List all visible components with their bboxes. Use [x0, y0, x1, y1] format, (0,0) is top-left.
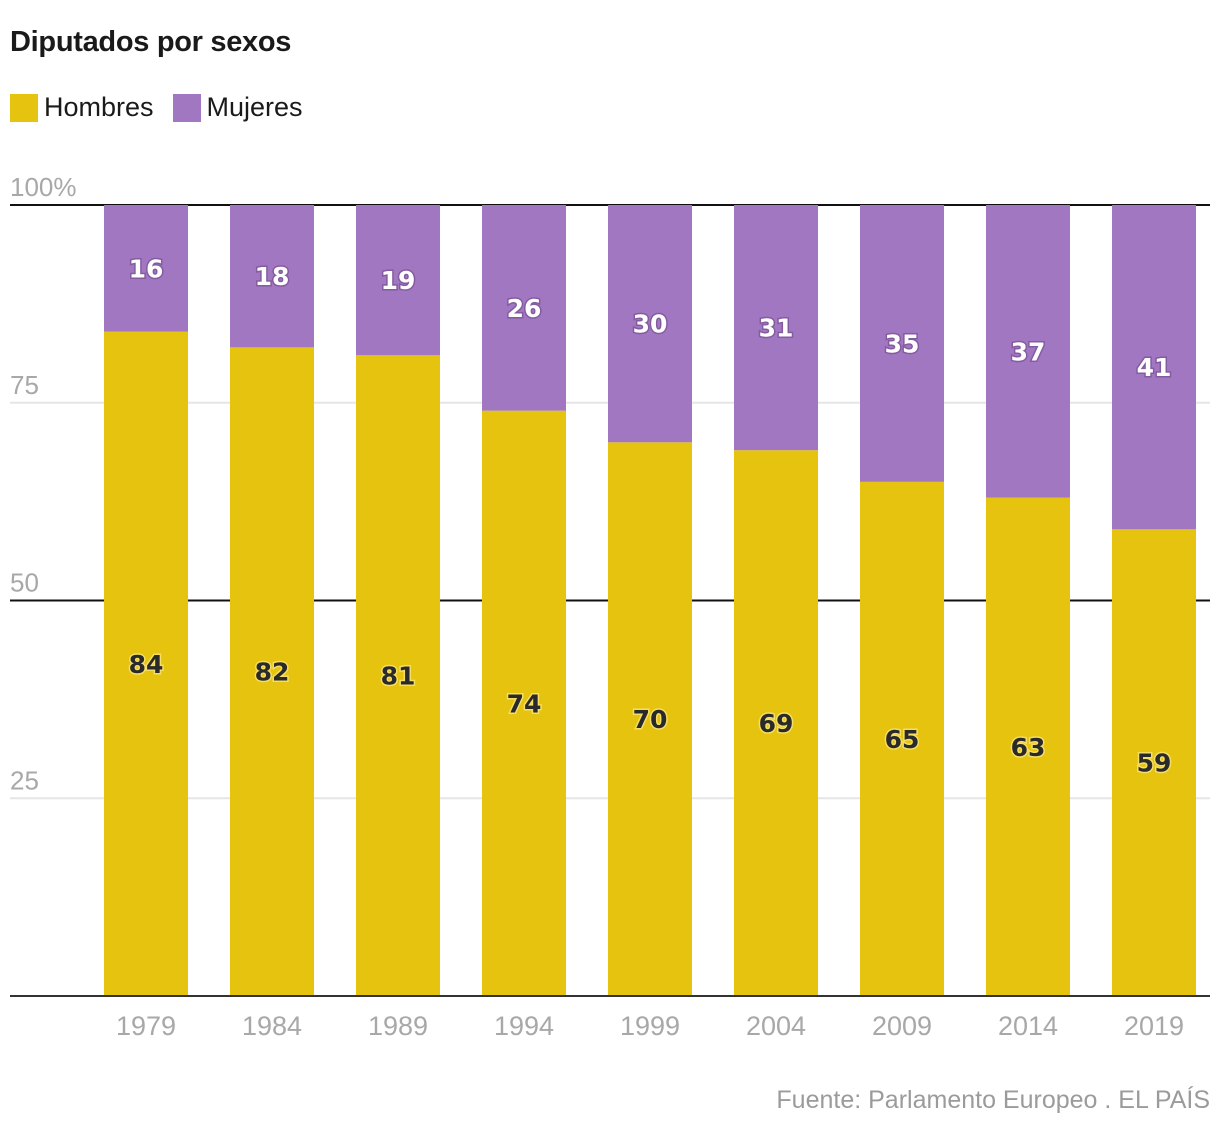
legend-item-mujeres: Mujeres: [172, 92, 303, 123]
data-label-hombres-2009: 65: [885, 725, 920, 754]
bar-hombres-2004: [734, 450, 818, 997]
legend-swatch-hombres: [10, 93, 38, 122]
y-tick-label: 75: [10, 370, 39, 400]
legend-label-hombres: Hombres: [44, 92, 154, 122]
bar-hombres-2014: [986, 497, 1070, 996]
bar-mujeres-2019: [1112, 205, 1196, 530]
x-tick-label: 2014: [998, 1011, 1058, 1041]
data-label-hombres-1989: 81: [381, 662, 416, 691]
data-label-mujeres-1999: 30: [633, 310, 668, 339]
bar-hombres-1994: [482, 410, 566, 996]
data-label-mujeres-1994: 26: [507, 294, 542, 323]
x-tick-label: 2009: [872, 1011, 932, 1041]
data-label-mujeres-1984: 18: [255, 262, 290, 291]
bar-hombres-1979: [104, 331, 188, 996]
data-label-hombres-2004: 69: [759, 709, 794, 738]
bar-hombres-1989: [356, 355, 440, 996]
bar-mujeres-1979: [104, 205, 188, 332]
legend-item-hombres: Hombres: [10, 92, 154, 123]
bar-mujeres-1994: [482, 205, 566, 411]
chart-title: Diputados por sexos: [10, 26, 292, 58]
bar-mujeres-1984: [230, 205, 314, 348]
legend: Hombres Mujeres: [10, 92, 322, 123]
data-label-hombres-2014: 63: [1011, 733, 1046, 762]
legend-label-mujeres: Mujeres: [206, 92, 303, 122]
y-tick-label: 50: [10, 568, 39, 598]
x-tick-label: 1984: [242, 1011, 302, 1041]
legend-swatch-mujeres: [172, 93, 201, 122]
bar-hombres-1984: [230, 347, 314, 996]
data-label-mujeres-2014: 37: [1011, 337, 1046, 366]
data-label-hombres-1999: 70: [633, 705, 668, 734]
x-tick-label: 1979: [116, 1011, 176, 1041]
data-label-hombres-1979: 84: [129, 650, 164, 679]
source-note: Fuente: Parlamento Europeo . EL PAÍS: [776, 1086, 1210, 1114]
data-label-mujeres-1979: 16: [129, 254, 164, 283]
data-label-mujeres-2009: 35: [885, 329, 920, 358]
y-tick-label: 25: [10, 765, 39, 795]
bar-mujeres-1989: [356, 205, 440, 356]
x-tick-label: 2004: [746, 1011, 806, 1041]
data-label-hombres-1994: 74: [507, 689, 542, 718]
bar-mujeres-2014: [986, 205, 1070, 498]
x-tick-label: 2019: [1124, 1011, 1184, 1041]
bar-hombres-2019: [1112, 529, 1196, 996]
data-label-mujeres-2019: 41: [1137, 353, 1172, 382]
y-tick-label: 100%: [10, 172, 77, 202]
x-tick-label: 1994: [494, 1011, 554, 1041]
data-label-hombres-1984: 82: [255, 658, 290, 687]
bar-mujeres-2009: [860, 205, 944, 482]
x-tick-label: 1989: [368, 1011, 428, 1041]
data-label-hombres-2019: 59: [1137, 749, 1172, 778]
data-label-mujeres-2004: 31: [759, 314, 794, 343]
bar-hombres-2009: [860, 481, 944, 997]
bar-hombres-1999: [608, 442, 692, 996]
bar-mujeres-2004: [734, 205, 818, 451]
x-tick-label: 1999: [620, 1011, 680, 1041]
data-label-mujeres-1989: 19: [381, 266, 416, 295]
bar-mujeres-1999: [608, 205, 692, 443]
